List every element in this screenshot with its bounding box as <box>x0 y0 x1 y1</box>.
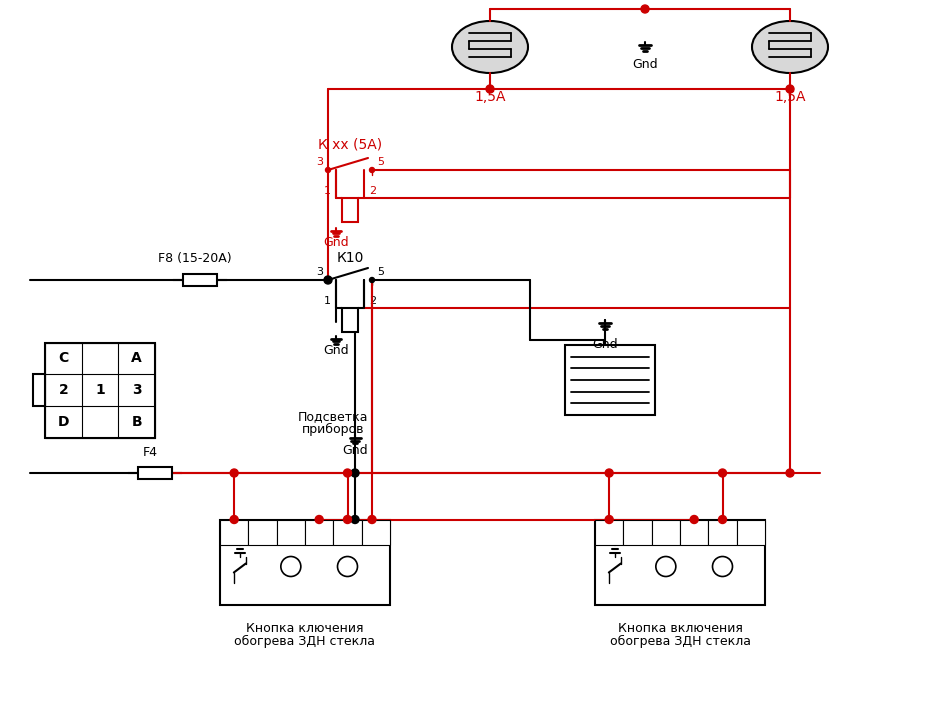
Text: обогрева ЗДН стекла: обогрева ЗДН стекла <box>610 635 751 647</box>
Text: 3: 3 <box>316 267 323 277</box>
Text: К хх (5А): К хх (5А) <box>318 138 382 152</box>
Bar <box>595 520 623 544</box>
Text: 2: 2 <box>634 527 641 537</box>
Circle shape <box>719 469 726 477</box>
Bar <box>45 342 155 438</box>
Text: C: C <box>344 527 351 537</box>
Text: A: A <box>690 527 698 537</box>
Text: Gnd: Gnd <box>323 344 348 357</box>
Bar <box>708 520 737 544</box>
Text: 1: 1 <box>95 383 105 397</box>
Text: 1,5A: 1,5A <box>775 90 806 104</box>
Text: Кнопка включения: Кнопка включения <box>617 621 742 635</box>
Circle shape <box>368 515 376 524</box>
Bar <box>220 520 248 544</box>
Bar <box>595 520 765 604</box>
Text: 2: 2 <box>369 296 376 306</box>
Text: D: D <box>58 414 69 429</box>
Bar <box>183 274 217 286</box>
Text: F4: F4 <box>142 446 157 459</box>
Text: Gnd: Gnd <box>592 337 617 350</box>
Bar <box>33 374 45 406</box>
Circle shape <box>719 515 726 524</box>
Text: 3: 3 <box>316 157 323 167</box>
Circle shape <box>344 515 351 524</box>
Text: приборов: приборов <box>302 422 365 436</box>
Text: 5: 5 <box>377 157 384 167</box>
Text: 1,5A: 1,5A <box>474 90 506 104</box>
Text: Подсветка: Подсветка <box>297 410 368 424</box>
Circle shape <box>486 85 494 93</box>
Circle shape <box>656 556 676 577</box>
Text: обогрева ЗДН стекла: обогрева ЗДН стекла <box>235 635 376 647</box>
Bar <box>623 520 652 544</box>
Circle shape <box>351 469 359 477</box>
Circle shape <box>337 556 358 577</box>
Circle shape <box>786 469 794 477</box>
Bar <box>138 467 172 479</box>
Text: 1: 1 <box>324 296 331 306</box>
Text: C: C <box>719 527 726 537</box>
Bar <box>248 520 277 544</box>
Bar <box>737 520 765 544</box>
Text: D: D <box>746 527 755 537</box>
Circle shape <box>324 276 332 284</box>
Circle shape <box>690 515 698 524</box>
Text: 3: 3 <box>132 383 141 397</box>
Bar <box>277 520 305 544</box>
Circle shape <box>230 469 238 477</box>
Text: 1: 1 <box>606 527 613 537</box>
Circle shape <box>641 5 649 13</box>
Circle shape <box>605 469 613 477</box>
Text: A: A <box>132 352 142 365</box>
Text: 1: 1 <box>231 527 238 537</box>
Bar <box>333 520 362 544</box>
Text: 2: 2 <box>259 527 266 537</box>
Circle shape <box>712 556 732 577</box>
Circle shape <box>281 556 301 577</box>
Text: 2: 2 <box>369 186 376 196</box>
Text: 5: 5 <box>377 267 384 277</box>
Ellipse shape <box>452 21 528 73</box>
Text: F8 (15-20А): F8 (15-20А) <box>158 252 232 265</box>
Bar <box>342 198 358 222</box>
Circle shape <box>786 85 794 93</box>
Text: К10: К10 <box>336 251 364 265</box>
Text: Кнопка ключения: Кнопка ключения <box>246 621 364 635</box>
Text: B: B <box>662 527 670 537</box>
Circle shape <box>369 167 374 172</box>
Bar <box>342 308 358 332</box>
Text: 2: 2 <box>59 383 68 397</box>
Circle shape <box>605 515 613 524</box>
Text: D: D <box>371 527 380 537</box>
Text: Gnd: Gnd <box>323 236 348 249</box>
Bar <box>362 520 390 544</box>
Bar <box>652 520 680 544</box>
Circle shape <box>344 469 351 477</box>
Text: A: A <box>315 527 323 537</box>
Text: Gnd: Gnd <box>633 59 658 71</box>
Text: B: B <box>132 414 142 429</box>
Text: C: C <box>58 352 68 365</box>
Text: 1: 1 <box>324 186 331 196</box>
Circle shape <box>315 515 323 524</box>
Circle shape <box>369 277 374 282</box>
Circle shape <box>326 167 331 172</box>
Text: Gnd: Gnd <box>342 443 367 457</box>
Circle shape <box>351 515 359 524</box>
Circle shape <box>230 515 238 524</box>
Bar <box>565 345 655 415</box>
Bar <box>305 520 333 544</box>
Bar <box>680 520 708 544</box>
Circle shape <box>326 277 331 282</box>
Ellipse shape <box>752 21 828 73</box>
Text: B: B <box>287 527 295 537</box>
Bar <box>220 520 390 604</box>
